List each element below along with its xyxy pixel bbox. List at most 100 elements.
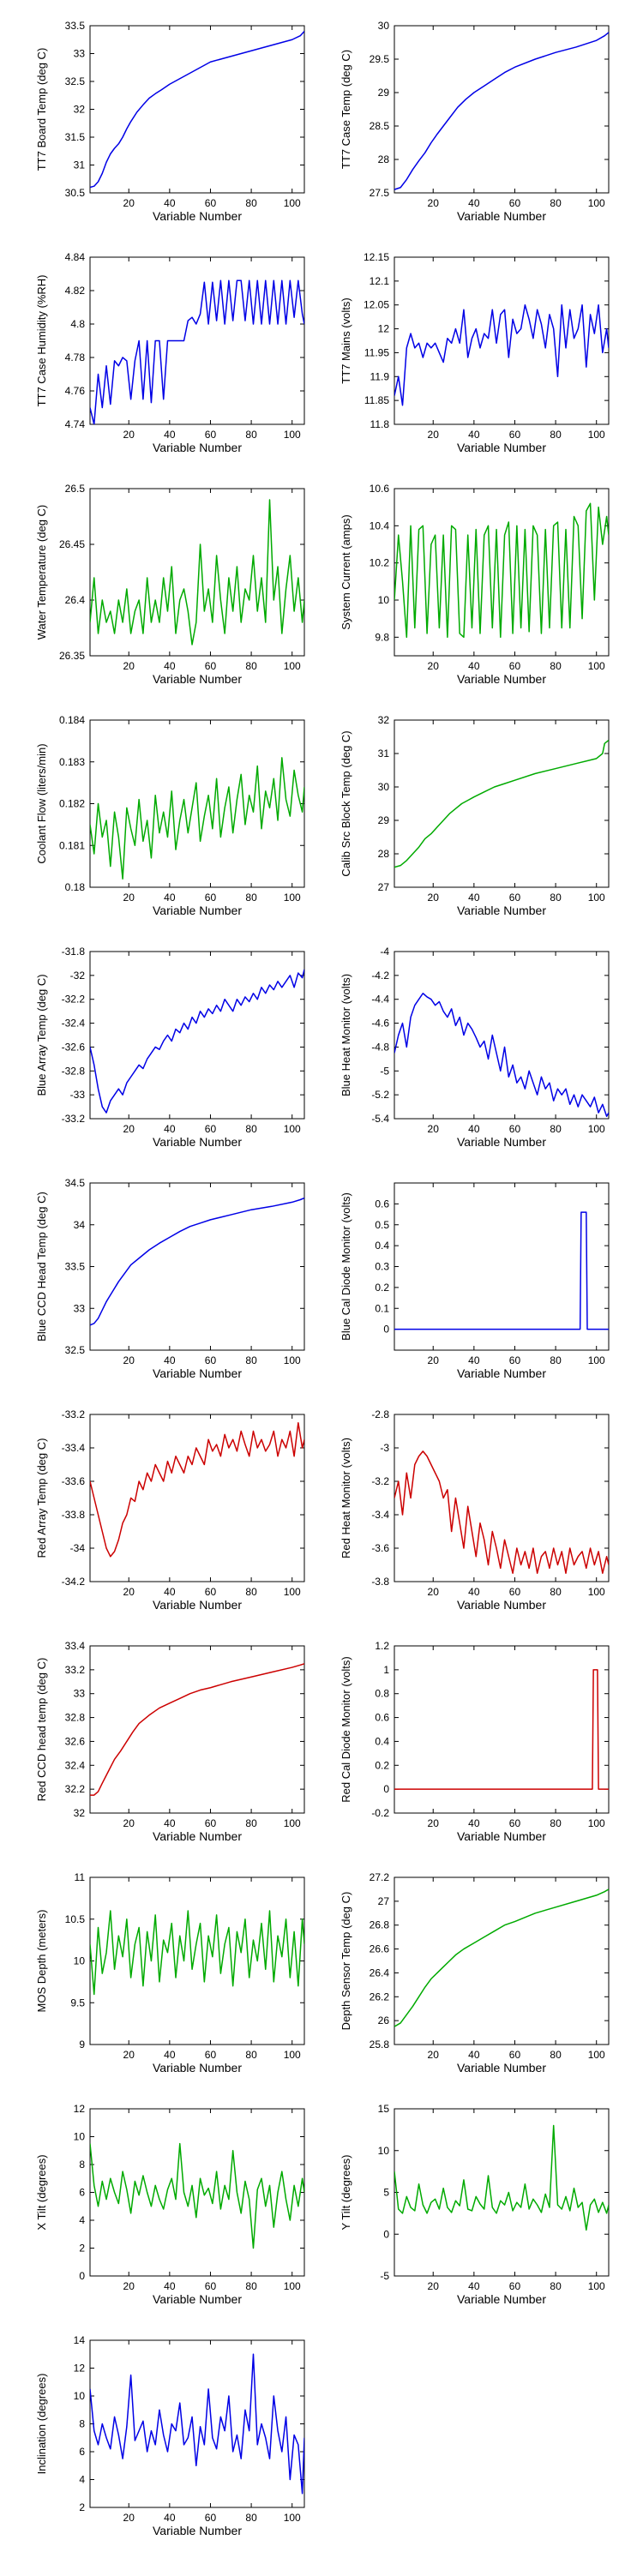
plot-frame bbox=[89, 1182, 305, 1351]
y-tick-label: 30 bbox=[378, 781, 390, 793]
series-line bbox=[90, 1197, 304, 1326]
y-tick-label: 31.5 bbox=[65, 131, 86, 143]
x-tick-label: 100 bbox=[588, 2280, 605, 2292]
y-tick-label: 9.8 bbox=[375, 631, 389, 643]
plot-frame bbox=[89, 951, 305, 1120]
y-tick-label: 33 bbox=[74, 1688, 86, 1700]
y-axis-label: Blue CCD Head Temp (deg C) bbox=[35, 1192, 48, 1342]
y-tick-label: -5 bbox=[380, 1065, 389, 1077]
x-axis-label: Variable Number bbox=[457, 209, 546, 223]
y-tick-label: 33 bbox=[74, 48, 86, 60]
x-tick-label: 60 bbox=[205, 1354, 217, 1366]
plot-frame bbox=[89, 488, 305, 657]
y-tick-label: 11.9 bbox=[370, 370, 390, 382]
y-tick-label: 4.8 bbox=[70, 318, 85, 330]
x-tick-label: 80 bbox=[550, 892, 562, 904]
y-tick-label: 29.5 bbox=[370, 53, 390, 65]
chart-3: 4.74 4.76 4.78 4.8 4.82 4.84 20 40 60 80 100 Variab… bbox=[35, 251, 305, 454]
x-tick-label: 100 bbox=[284, 429, 301, 441]
x-tick-label: 60 bbox=[509, 429, 521, 441]
x-tick-label: 80 bbox=[245, 2049, 257, 2061]
series-line bbox=[394, 2124, 609, 2231]
x-tick-label: 100 bbox=[588, 1354, 605, 1366]
x-tick-label: 80 bbox=[550, 1586, 562, 1598]
y-axis-label: System Current (amps) bbox=[340, 514, 352, 629]
chart-5: 26.35 26.4 26.45 26.5 20 40 60 80 100 Variable Nu… bbox=[35, 483, 305, 686]
x-tick-label: 60 bbox=[509, 2049, 521, 2061]
y-tick-label: 32.6 bbox=[65, 1735, 86, 1747]
y-tick-label: -31.8 bbox=[62, 946, 86, 958]
x-tick-label: 20 bbox=[123, 429, 135, 441]
y-tick-label: 29 bbox=[378, 814, 390, 826]
x-tick-label: 20 bbox=[123, 1586, 135, 1598]
y-tick-label: 6 bbox=[79, 2446, 85, 2458]
y-tick-label: 10.6 bbox=[370, 483, 390, 495]
series-line bbox=[90, 499, 304, 646]
x-axis-label: Variable Number bbox=[153, 209, 242, 223]
y-tick-label: 11 bbox=[75, 1871, 86, 1883]
series-line bbox=[90, 30, 304, 189]
y-tick-label: -32.2 bbox=[62, 994, 86, 1006]
x-tick-label: 40 bbox=[164, 197, 176, 209]
y-tick-label: 30 bbox=[378, 20, 390, 32]
y-tick-label: 26.2 bbox=[370, 1991, 390, 2003]
x-tick-label: 80 bbox=[245, 892, 257, 904]
y-tick-label: 31 bbox=[378, 748, 390, 760]
y-tick-label: 12.05 bbox=[364, 299, 389, 311]
plot-frame bbox=[394, 719, 610, 888]
y-axis-label: Red Array Temp (deg C) bbox=[35, 1438, 48, 1558]
y-tick-label: 10 bbox=[74, 2390, 86, 2402]
x-axis-label: Variable Number bbox=[153, 441, 242, 454]
y-tick-label: 0.182 bbox=[59, 798, 85, 810]
x-tick-label: 100 bbox=[588, 2049, 605, 2061]
series-line bbox=[394, 739, 609, 868]
y-axis-label: Water Temperature (deg C) bbox=[35, 505, 48, 640]
x-tick-label: 40 bbox=[164, 1123, 176, 1135]
x-tick-label: 60 bbox=[205, 660, 217, 672]
series-line bbox=[394, 502, 609, 639]
y-tick-label: 32 bbox=[74, 1807, 86, 1819]
y-tick-label: 10 bbox=[74, 1955, 86, 1967]
x-tick-label: 80 bbox=[550, 2049, 562, 2061]
y-axis-label: Red CCD head temp (deg C) bbox=[35, 1658, 48, 1802]
x-tick-label: 100 bbox=[284, 1123, 301, 1135]
x-axis-label: Variable Number bbox=[457, 672, 546, 686]
x-axis-label: Variable Number bbox=[153, 2524, 242, 2537]
x-tick-label: 100 bbox=[588, 429, 605, 441]
x-tick-label: 40 bbox=[468, 1123, 480, 1135]
y-axis-label: Red Heat Monitor (volts) bbox=[340, 1438, 352, 1558]
chart-20: -5 0 5 10 15 20 40 60 80 100 Variable Number Y Tilt… bbox=[340, 2103, 610, 2306]
x-tick-label: 20 bbox=[428, 892, 440, 904]
x-tick-label: 20 bbox=[428, 2280, 440, 2292]
y-tick-label: -33.2 bbox=[62, 1408, 86, 1420]
y-tick-label: 26.35 bbox=[59, 650, 85, 662]
y-tick-label: 4 bbox=[79, 2474, 85, 2486]
x-tick-label: 60 bbox=[205, 892, 217, 904]
y-tick-label: 15 bbox=[378, 2103, 390, 2115]
x-tick-label: 100 bbox=[588, 660, 605, 672]
series-line bbox=[90, 1910, 304, 1996]
y-tick-label: 26.45 bbox=[59, 538, 85, 550]
y-tick-label: 0.4 bbox=[375, 1240, 389, 1252]
chart-16: -0.2 0 0.2 0.4 0.6 0.8 1 1.2 20 40 60 80 100 Variable… bbox=[340, 1640, 610, 1843]
x-tick-label: 40 bbox=[468, 1817, 480, 1829]
y-axis-label: TT7 Case Temp (deg C) bbox=[340, 50, 352, 169]
x-axis-label: Variable Number bbox=[153, 2292, 242, 2306]
y-tick-label: -32.8 bbox=[62, 1065, 86, 1077]
chart-4: 11.8 11.85 11.9 11.95 12 12.05 12.1 12.15 20 40 60… bbox=[340, 251, 610, 454]
chart-12: 0 0.1 0.2 0.3 0.4 0.5 0.6 20 40 60 80 100 Variable N… bbox=[340, 1182, 610, 1380]
x-tick-label: 80 bbox=[245, 429, 257, 441]
y-tick-label: 34 bbox=[74, 1219, 86, 1231]
plot-frame bbox=[89, 256, 305, 425]
x-tick-label: 100 bbox=[284, 2512, 301, 2524]
x-tick-label: 80 bbox=[245, 197, 257, 209]
x-tick-label: 60 bbox=[205, 1817, 217, 1829]
x-tick-label: 60 bbox=[205, 1586, 217, 1598]
y-tick-label: 0.181 bbox=[59, 839, 85, 851]
y-tick-label: -33 bbox=[70, 1089, 86, 1101]
chart-19: 0 2 4 6 8 10 12 20 40 60 80 100 Variable Number X Til… bbox=[35, 2103, 305, 2306]
x-tick-label: 80 bbox=[245, 660, 257, 672]
y-axis-label: Red Cal Diode Monitor (volts) bbox=[340, 1656, 352, 1803]
chart-2: 27.5 28 28.5 29 29.5 30 20 40 60 80 100 Variable Nu… bbox=[340, 20, 610, 223]
series-line bbox=[90, 969, 304, 1114]
